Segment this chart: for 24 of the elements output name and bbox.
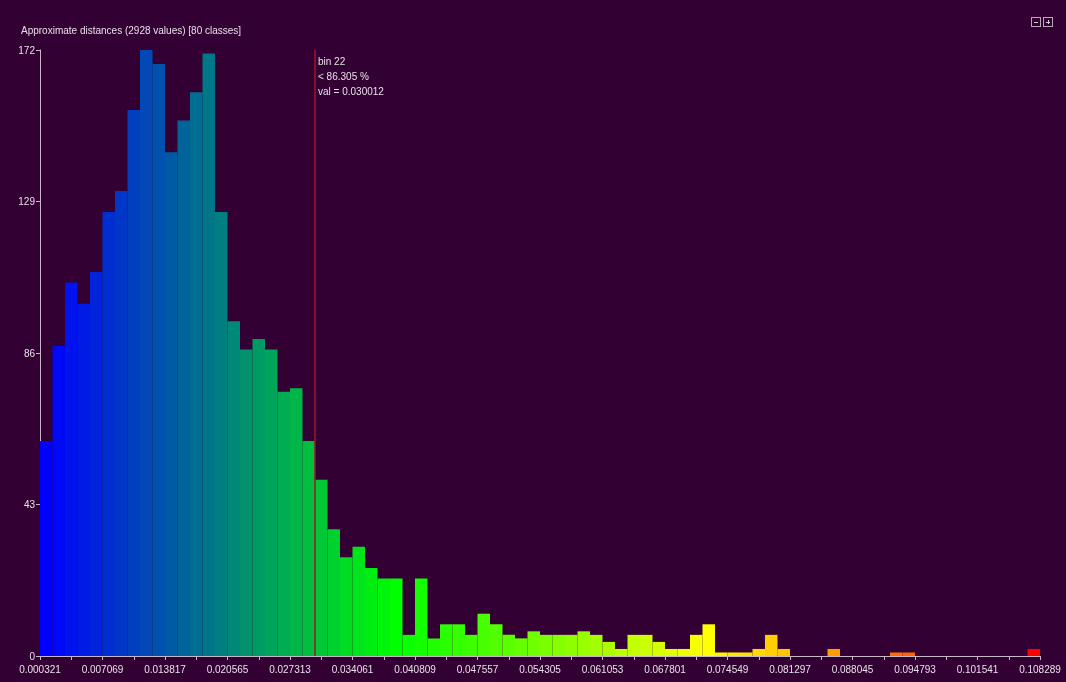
x-tick-label: 0.020565 — [206, 663, 249, 675]
x-tick-label: 0.101541 — [956, 663, 999, 675]
x-tick-label: 0.061053 — [581, 663, 624, 675]
x-tick-label: 0.088045 — [831, 663, 874, 675]
chart-title: Approximate distances (2928 values) [80 classes] — [21, 24, 242, 36]
x-tick-label: 0.081297 — [769, 663, 812, 675]
x-tick-label: 0.013817 — [144, 663, 187, 675]
x-tick-label: 0.067801 — [644, 663, 687, 675]
x-tick-label: 0.074549 — [706, 663, 749, 675]
y-tick-label: 0 — [29, 650, 36, 662]
x-tick-label: 0.034061 — [331, 663, 374, 675]
y-tick-label: 129 — [18, 196, 36, 207]
x-tick-label: 0.040809 — [394, 663, 437, 675]
x-tick-label: 0.094793 — [894, 663, 937, 675]
x-tick-label: 0.027313 — [269, 663, 312, 675]
y-tick-label: 172 — [18, 44, 36, 56]
x-tick-label: 0.047557 — [456, 663, 499, 675]
x-tick-label: 0.007069 — [81, 663, 124, 675]
x-tick-label: 0.000321 — [19, 663, 62, 675]
x-tick-label: 0.054305 — [519, 663, 562, 675]
y-tick-label: 43 — [23, 499, 36, 510]
ref-line-label: bin 22 < 86.305 % val = 0.030012 — [318, 56, 385, 97]
y-tick-label: 86 — [23, 347, 36, 359]
x-tick-label: 0.108289 — [1019, 663, 1062, 675]
